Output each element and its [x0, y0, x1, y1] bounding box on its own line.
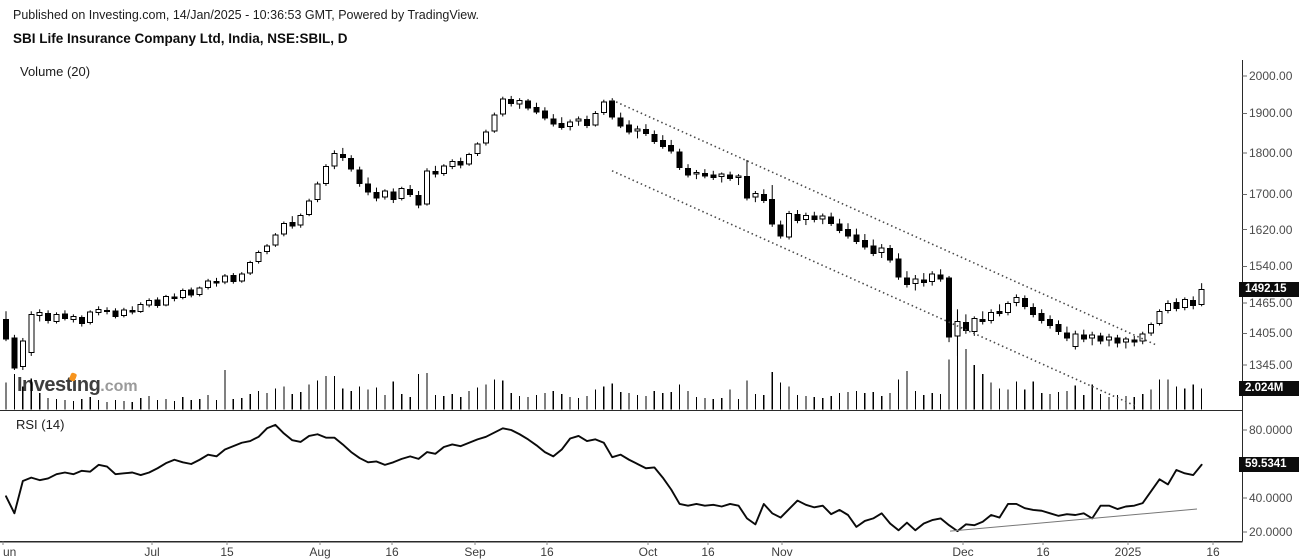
watermark-text: Investing	[17, 374, 101, 396]
time-axis-label: 15	[220, 545, 234, 559]
rsi-line	[5, 423, 1203, 533]
rsi-tick-label: 20.0000	[1249, 525, 1293, 539]
time-axis-label: Oct	[638, 545, 658, 559]
price-tick-label: 1620.00	[1249, 222, 1293, 237]
price-tick-label: 1405.00	[1249, 326, 1293, 341]
descending-channel-lines[interactable]	[611, 99, 1158, 407]
price-tick-label: 1700.00	[1249, 187, 1293, 202]
last-rsi-badge: 59.5341	[1239, 457, 1299, 473]
published-line: Published on Investing.com, 14/Jan/2025 …	[13, 8, 480, 22]
instrument-title: SBI Life Insurance Company Ltd, India, N…	[13, 31, 348, 46]
last-price-badge: 1492.15	[1239, 281, 1299, 297]
time-axis-label: un	[3, 545, 17, 559]
time-axis-label: 16	[1206, 545, 1220, 559]
volume-indicator-label[interactable]: Volume (20)	[20, 64, 91, 79]
time-axis-label: Nov	[771, 545, 793, 559]
price-tick-label: 1345.00	[1249, 358, 1293, 373]
rsi-support-trendline[interactable]	[949, 508, 1198, 532]
rsi-tick-label: 40.0000	[1249, 491, 1293, 505]
rsi-indicator-label[interactable]: RSI (14)	[16, 417, 65, 432]
time-axis-label: Jul	[144, 545, 160, 559]
time-axis-label: 16	[1036, 545, 1050, 559]
pane-borders	[0, 60, 1247, 545]
price-tick-label: 2000.00	[1249, 69, 1293, 83]
price-tick-label: 1540.00	[1249, 259, 1293, 274]
time-axis-label: 16	[701, 545, 715, 559]
price-tick-label: 1800.00	[1249, 145, 1293, 160]
time-axis-label: Aug	[309, 545, 331, 559]
last-volume-badge: 2.024M	[1239, 380, 1299, 396]
rsi-tick-label: 80.0000	[1249, 423, 1293, 437]
price-tick-label: 1465.00	[1249, 295, 1293, 310]
time-axis-label: Dec	[952, 545, 974, 559]
price-tick-label: 1900.00	[1249, 106, 1293, 121]
time-axis-label: Sep	[464, 545, 486, 559]
investing-watermark: Investing .com	[17, 372, 138, 397]
time-axis-label: 2025	[1114, 545, 1142, 559]
time-axis-label: 16	[540, 545, 554, 559]
watermark-suffix: .com	[100, 378, 138, 395]
time-axis-label: 16	[385, 545, 399, 559]
candlestick-series	[3, 95, 1205, 370]
volume-histogram	[5, 311, 1203, 410]
